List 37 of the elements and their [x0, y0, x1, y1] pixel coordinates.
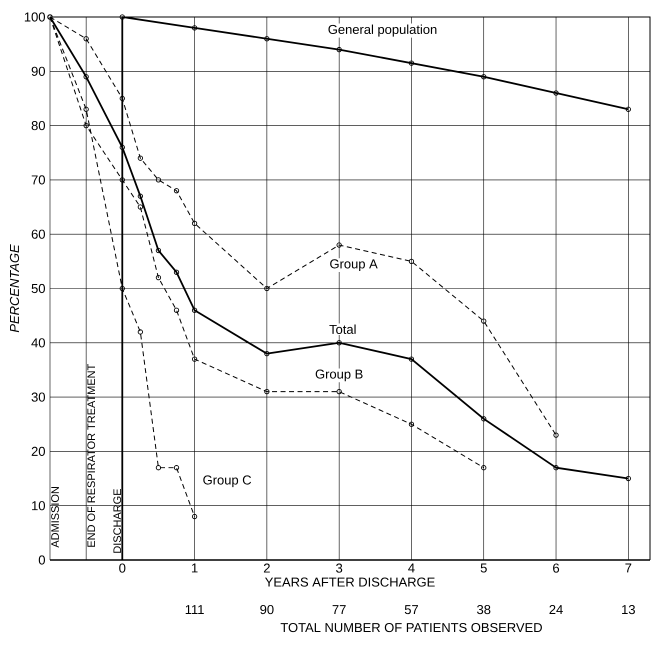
y-tick-label: 50	[32, 284, 45, 294]
x-tick-label: 5	[480, 564, 487, 573]
series-label: Group B	[316, 370, 363, 382]
x-tick-label: 4	[408, 564, 415, 572]
y-tick-label: 10	[32, 501, 45, 510]
y-tick-label: 0	[38, 555, 45, 565]
y-tick-label: 100	[24, 12, 45, 22]
text: TOTAL NUMBER OF PATIENTS OBSERVED	[280, 622, 542, 632]
y-tick-label: 90	[32, 66, 45, 76]
text: 77	[332, 605, 346, 614]
y-tick-label: 20	[32, 446, 45, 456]
ref-line-label: DISCHARGE	[113, 488, 122, 553]
x-tick-label: 3	[336, 564, 342, 573]
x-axis-title: YEARS AFTER DISCHARGE	[265, 578, 435, 587]
x-tick-label: 7	[625, 564, 632, 572]
text: 38	[477, 604, 490, 614]
text: 90	[260, 604, 274, 614]
annotation: END OF RESPIRATOR TREATMENT	[87, 364, 96, 547]
text: 13	[622, 604, 635, 614]
text: 24	[549, 604, 563, 614]
series-label: Total	[329, 324, 356, 334]
y-axis-title: PERCENTAGE	[10, 244, 20, 332]
annotation: ADMISSION	[51, 487, 59, 548]
y-tick-label: 40	[31, 338, 45, 348]
x-tick-label: 1	[192, 564, 198, 572]
x-tick-label: 6	[553, 564, 560, 573]
y-tick-label: 80	[32, 121, 45, 130]
series-label: General population	[328, 24, 436, 37]
y-tick-label: 60	[32, 230, 45, 239]
text: 111	[186, 605, 204, 614]
series-label: Group A	[330, 259, 378, 272]
text: 57	[404, 605, 418, 614]
x-tick-label: 2	[264, 564, 270, 573]
y-tick-label: 70	[32, 175, 45, 184]
series-label: Group C	[203, 475, 252, 488]
x-tick-label: 0	[119, 564, 126, 573]
y-tick-label: 30	[32, 392, 45, 402]
